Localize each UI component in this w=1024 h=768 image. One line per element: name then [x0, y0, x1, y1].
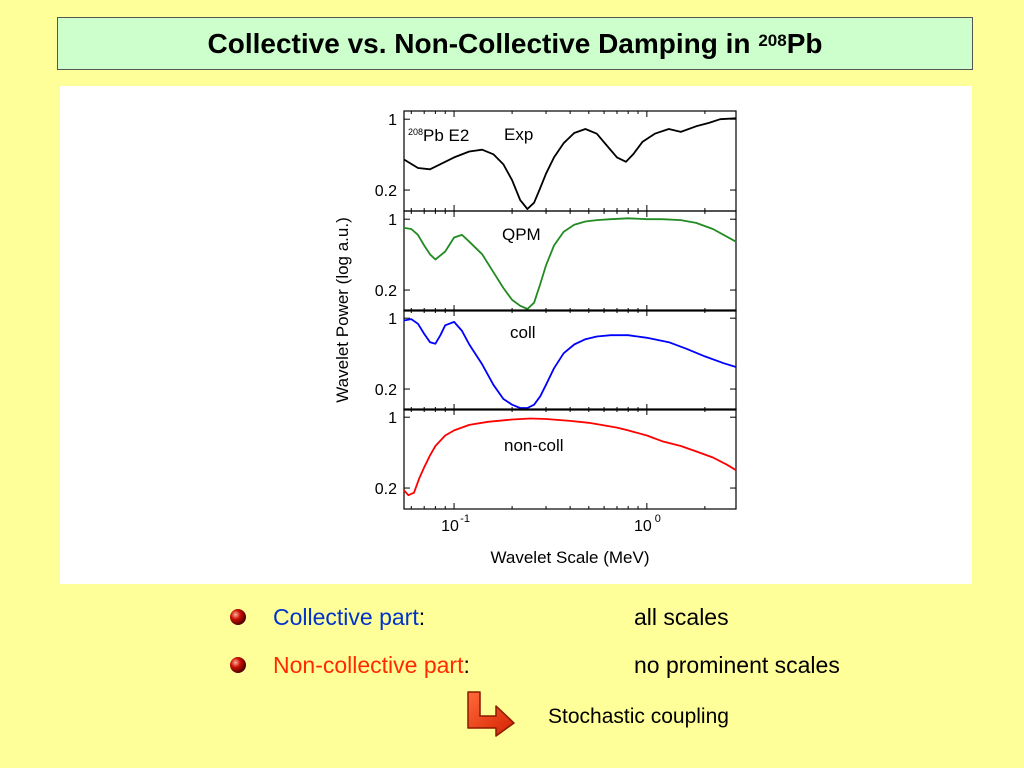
y-tick-label: 0.2: [375, 183, 397, 200]
title-main: Collective vs. Non-Collective Damping in: [207, 27, 751, 59]
panel-frame: [403, 210, 737, 312]
bullet-collective-label: Collective part: [273, 604, 419, 630]
panel-label: non-coll: [504, 436, 564, 455]
panel-label-prefix: Pb E2: [423, 126, 469, 145]
x-tick-label-exponent: 0: [655, 513, 661, 525]
y-tick-label: 1: [388, 112, 397, 129]
turn-arrow-icon: [467, 691, 515, 737]
series-line-QPM: [403, 217, 737, 310]
x-tick-label-base: 10: [634, 518, 652, 535]
bullet-noncollective-colon: :: [463, 652, 470, 678]
bullet-noncollective: Non-collective part:: [273, 652, 470, 679]
panel-frame: [403, 408, 737, 510]
bullet-icon: [230, 609, 246, 625]
wavelet-chart: 1 0.2 208 Pb E2 Exp 1 0.2 QPM 1 0.2 coll 1 0.2 non-co…: [333, 110, 737, 567]
y-tick-label: 1: [388, 311, 397, 328]
y-tick-label: 0.2: [375, 283, 397, 300]
x-axis-title: Wavelet Scale (MeV): [490, 548, 649, 567]
title-tail: Pb: [786, 27, 823, 59]
y-axis-title: Wavelet Power (log a.u.): [333, 217, 352, 403]
stochastic-coupling-note: Stochastic coupling: [548, 705, 729, 728]
panel-label-superscript: 208: [408, 127, 423, 137]
bullet-collective: Collective part:: [273, 604, 425, 631]
panel-label: QPM: [502, 225, 541, 244]
x-tick-label-exponent: -1: [460, 513, 470, 525]
series-line-Exp: [403, 117, 737, 210]
panel-label: coll: [510, 323, 536, 342]
x-tick-label-base: 10: [441, 518, 459, 535]
slide-title: Collective vs. Non-Collective Damping in…: [57, 17, 973, 70]
figure-panel: 1 0.2 208 Pb E2 Exp 1 0.2 QPM 1 0.2 coll 1 0.2 non-co…: [60, 86, 972, 584]
y-tick-label: 0.2: [375, 382, 397, 399]
y-tick-label: 1: [388, 410, 397, 427]
y-tick-label: 1: [388, 212, 397, 229]
bullet-collective-colon: :: [418, 604, 426, 630]
series-line-non-coll: [403, 417, 737, 497]
y-tick-label: 0.2: [375, 481, 397, 498]
bullet-icon: [230, 657, 246, 673]
panel-frame: [403, 309, 737, 411]
title-superscript: 208: [758, 30, 787, 50]
bullet-collective-value: all scales: [634, 604, 729, 630]
series-line-coll: [403, 318, 737, 409]
bullet-noncollective-label: Non-collective part: [273, 652, 464, 678]
bullet-noncollective-value: no prominent scales: [634, 652, 840, 678]
panel-label: Exp: [504, 125, 533, 144]
